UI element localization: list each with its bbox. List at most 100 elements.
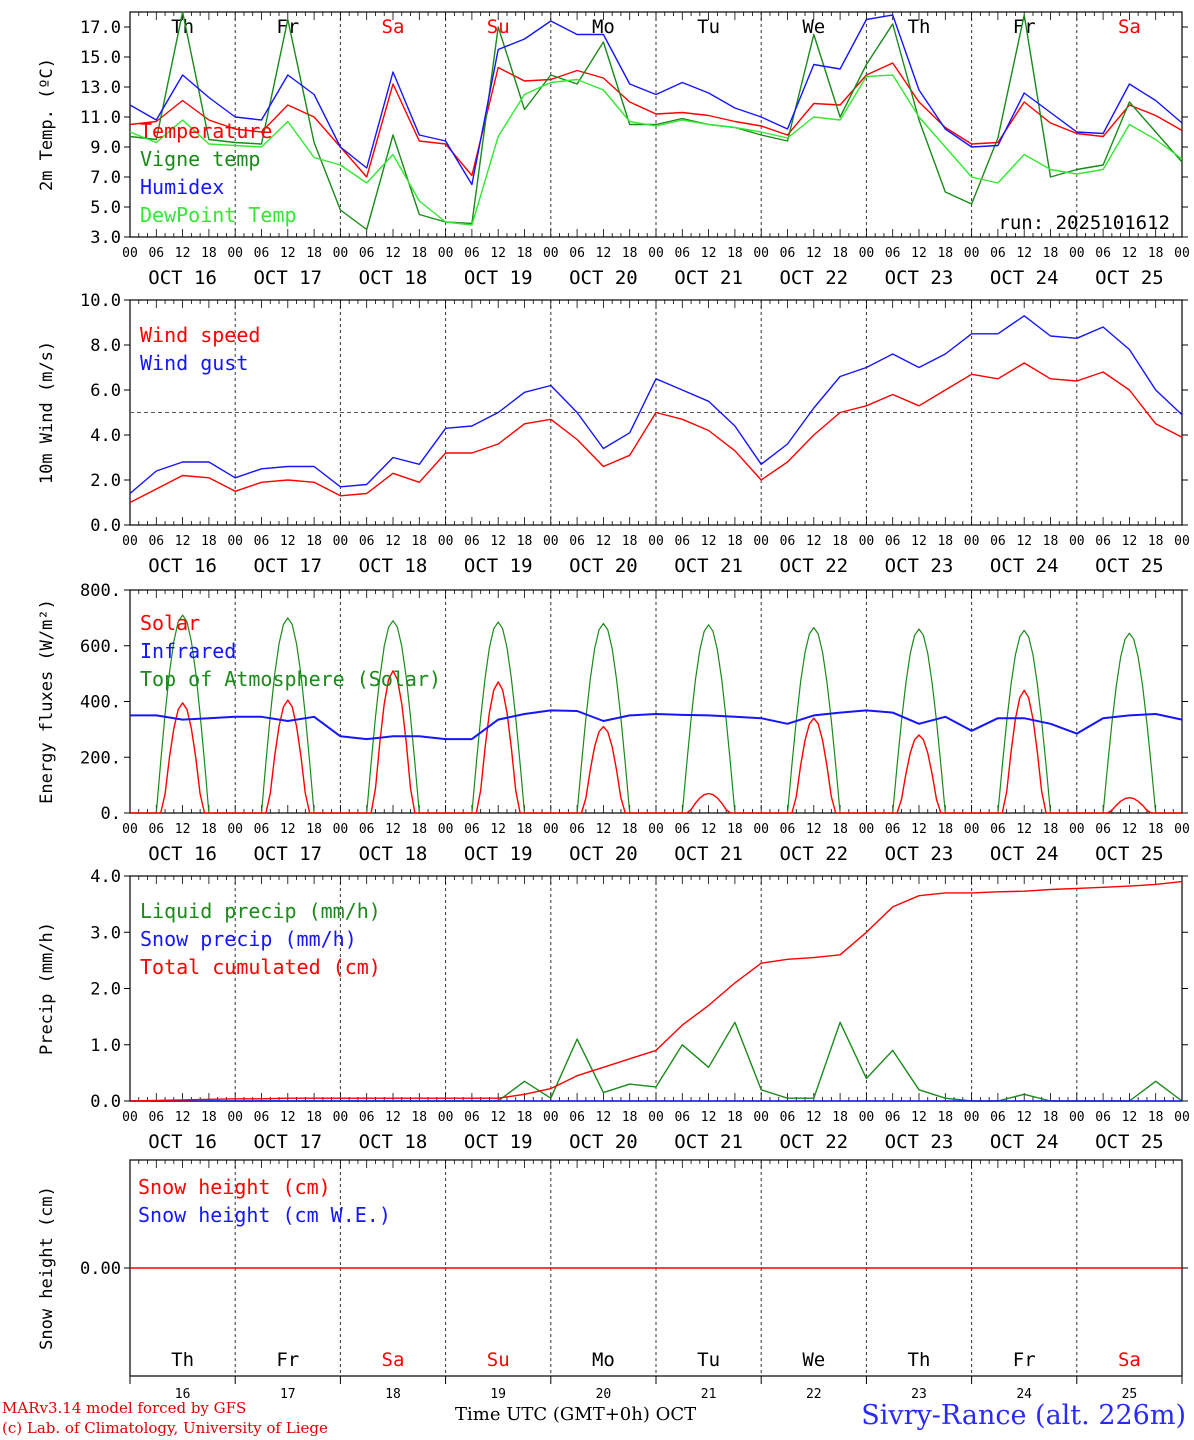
x-hour-label: 00 [1069,1110,1085,1125]
time-axis-title: Time UTC (GMT+0h) OCT [455,1404,697,1425]
x-hour-label: 00 [648,822,664,837]
y-tick-label: 11.0 [80,108,121,128]
x-hour-label: 18 [201,534,217,549]
x-date-label: OCT 25 [1095,843,1164,865]
y-tick-label: 4.0 [90,867,121,887]
day-number-label: 25 [1122,1387,1138,1402]
day-number-label: 23 [911,1387,927,1402]
legend-entry: DewPoint Temp [140,203,297,227]
x-date-label: OCT 22 [779,843,848,865]
x-date-label: OCT 21 [674,555,743,577]
x-date-label: OCT 23 [885,555,954,577]
x-date-label: OCT 25 [1095,555,1164,577]
x-hour-label: 18 [937,1110,953,1125]
x-date-label: OCT 19 [464,267,533,289]
x-hour-label: 18 [411,1110,427,1125]
weekday-label: Mo [592,1349,615,1371]
day-number-label: 22 [806,1387,822,1402]
x-hour-label: 06 [359,246,375,261]
x-hour-label: 00 [227,246,243,261]
x-hour-label: 12 [701,534,717,549]
x-hour-label: 06 [148,246,164,261]
x-hour-label: 18 [1043,534,1059,549]
x-date-label: OCT 24 [990,267,1059,289]
x-hour-label: 06 [148,822,164,837]
y-tick-label: 0.0 [90,1092,121,1112]
x-hour-label: 12 [596,534,612,549]
x-hour-label: 00 [753,534,769,549]
x-hour-label: 18 [622,534,638,549]
x-hour-label: 12 [596,822,612,837]
x-hour-label: 00 [859,822,875,837]
x-hour-label: 06 [254,822,270,837]
legend-entry: Snow precip (mm/h) [140,927,357,951]
plot-frame [129,589,1183,814]
x-date-label: OCT 17 [253,555,322,577]
x-hour-label: 12 [806,1110,822,1125]
legend-entry: Solar [140,611,200,635]
day-number-label: 24 [1016,1387,1032,1402]
x-hour-label: 06 [464,246,480,261]
x-date-label: OCT 16 [148,555,217,577]
y-tick-label: 3.0 [90,228,121,248]
x-hour-label: 12 [175,246,191,261]
x-date-label: OCT 21 [674,267,743,289]
x-hour-label: 00 [859,534,875,549]
x-hour-label: 18 [201,246,217,261]
x-hour-label: 12 [490,1110,506,1125]
x-hour-label: 18 [411,822,427,837]
x-hour-label: 12 [911,246,927,261]
x-hour-label: 00 [1174,822,1190,837]
x-hour-label: 00 [333,822,349,837]
x-hour-label: 06 [674,246,690,261]
x-hour-label: 00 [438,534,454,549]
x-hour-label: 12 [175,534,191,549]
x-hour-label: 00 [753,246,769,261]
x-hour-label: 18 [622,1110,638,1125]
x-hour-label: 18 [937,822,953,837]
x-hour-label: 06 [1095,822,1111,837]
x-hour-label: 12 [1122,1110,1138,1125]
weekday-label: Th [171,1349,194,1371]
day-number-label: 21 [701,1387,717,1402]
x-hour-label: 18 [832,246,848,261]
legend-entry: Snow height (cm) [138,1175,331,1199]
y-tick-label: 10.0 [80,291,121,311]
x-hour-label: 12 [1016,246,1032,261]
x-date-label: OCT 23 [885,267,954,289]
lab-credit: (c) Lab. of Climatology, University of L… [2,1419,328,1437]
x-hour-label: 18 [306,534,322,549]
x-hour-label: 06 [569,1110,585,1125]
x-hour-label: 06 [780,246,796,261]
x-hour-label: 00 [122,534,138,549]
legend-entry: Humidex [140,175,224,199]
legend-entry: Infrared [140,639,236,663]
day-number-label: 17 [280,1387,296,1402]
series-total-cumulated-cm- [129,880,1183,1102]
y-tick-label: 9.0 [90,138,121,158]
x-hour-label: 12 [701,246,717,261]
panel-5: 0.00 Snow height (cm) Th Fr Sa Su Mo Tu We Th Fr Sa… [37,1159,1188,1402]
y-tick-label: 600. [80,637,121,657]
x-hour-label: 12 [806,822,822,837]
x-hour-label: 00 [438,822,454,837]
x-hour-label: 18 [517,246,533,261]
weekday-label: Th [171,16,194,38]
legend-entry: Vigne temp [140,147,260,171]
y-axis-title: 2m Temp. (ºC) [37,58,57,191]
x-hour-label: 06 [254,246,270,261]
x-date-label: OCT 16 [148,267,217,289]
x-hour-label: 12 [596,1110,612,1125]
station-name: Sivry-Rance (alt. 226m) [861,1400,1186,1431]
x-hour-label: 12 [911,822,927,837]
weekday-label: Fr [1013,1349,1036,1371]
x-hour-label: 18 [727,246,743,261]
weekday-label: Tu [697,16,720,38]
x-date-label: OCT 24 [990,555,1059,577]
x-hour-label: 00 [543,822,559,837]
x-hour-label: 06 [780,1110,796,1125]
y-tick-label: 4.0 [90,426,121,446]
x-hour-label: 06 [148,1110,164,1125]
legend-entry: Top of Atmosphere (Solar) [140,667,441,691]
run-annotation: run: 2025101612 [998,212,1170,234]
